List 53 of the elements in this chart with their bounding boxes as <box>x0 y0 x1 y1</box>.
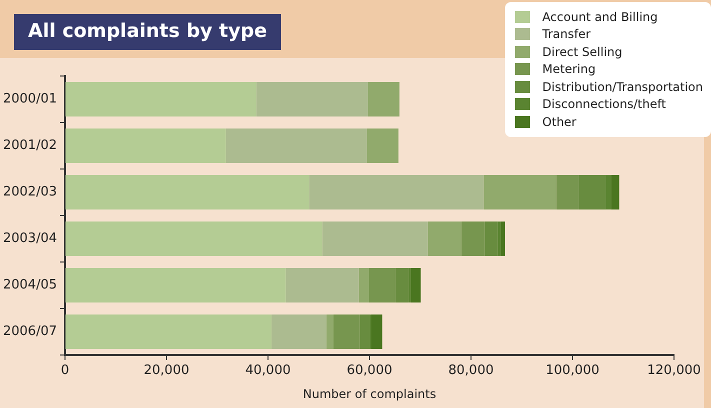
bar <box>484 175 556 210</box>
bar <box>66 128 226 163</box>
legend-label: Distribution/Transportation <box>542 80 703 94</box>
bar <box>333 314 360 349</box>
bar <box>366 128 398 163</box>
x-tick-label: 100,000 <box>546 363 600 378</box>
legend-label: Other <box>542 114 576 129</box>
y-tick-label: 2006/07 <box>2 324 58 340</box>
bar <box>309 175 484 210</box>
y-tick-label: 2000/01 <box>2 92 58 107</box>
bar <box>256 82 368 116</box>
x-tick-label: 60,000 <box>346 363 392 378</box>
y-tick-label: 2002/03 <box>2 184 58 200</box>
x-tick-label: 20,000 <box>144 363 190 378</box>
x-axis-title: Number of complaints <box>302 386 436 401</box>
bar <box>286 268 359 302</box>
bar <box>322 222 428 256</box>
bar <box>578 175 606 210</box>
bar <box>272 314 326 349</box>
bar <box>66 175 310 210</box>
bar <box>66 268 286 302</box>
bar <box>371 314 382 349</box>
bar <box>66 82 256 116</box>
legend-label: Direct Selling <box>542 44 622 59</box>
y-tick-label: 2004/05 <box>2 278 58 293</box>
bar <box>410 268 421 302</box>
x-tick-label: 40,000 <box>245 363 291 378</box>
legend-label: Account and Billing <box>542 10 658 24</box>
legend-label: Disconnections/theft <box>542 97 666 112</box>
legend-label: Metering <box>542 62 596 76</box>
chart-title: All complaints by type <box>14 14 281 50</box>
bar <box>368 268 396 302</box>
bar <box>484 222 498 256</box>
bar <box>611 175 620 210</box>
bar <box>606 175 612 210</box>
bar <box>66 314 272 349</box>
y-tick-label: 2003/04 <box>2 231 58 246</box>
x-tick-label: 80,000 <box>448 363 494 378</box>
x-tick-label: 120,000 <box>647 363 701 378</box>
bar <box>358 268 369 302</box>
bar <box>66 222 322 256</box>
bar <box>500 222 506 256</box>
bar <box>461 222 485 256</box>
bar <box>556 175 579 210</box>
bar <box>226 128 367 163</box>
bar <box>326 314 334 349</box>
y-tick-label: 2001/02 <box>2 138 58 154</box>
bar <box>428 222 462 256</box>
x-tick-label: 0 <box>60 363 70 378</box>
bar <box>360 314 370 349</box>
bar <box>395 268 409 302</box>
legend-label: Transfer <box>542 27 591 42</box>
bar <box>368 82 400 116</box>
